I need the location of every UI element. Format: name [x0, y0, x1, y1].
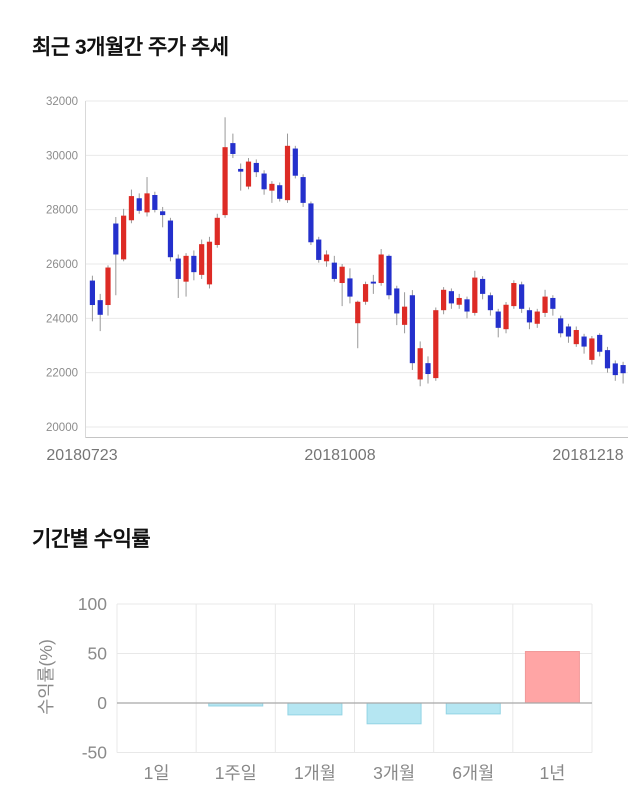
- price-y-tick-label: 20000: [46, 422, 78, 434]
- candle-down: [370, 281, 376, 284]
- candle-down: [480, 278, 486, 294]
- candle-down: [448, 291, 455, 304]
- returns-y-tick-label: 100: [78, 594, 107, 614]
- candle-up: [269, 183, 275, 191]
- returns-category-label: 1일: [144, 763, 170, 783]
- candle-up: [503, 304, 509, 330]
- candle-up: [362, 284, 369, 302]
- candle-down: [113, 223, 119, 255]
- candle-down: [167, 220, 174, 258]
- candle-down: [620, 365, 626, 374]
- candle-down: [526, 310, 533, 323]
- candle-down: [160, 211, 166, 216]
- returns-category-label: 1개월: [294, 763, 336, 783]
- candle-up: [222, 147, 228, 216]
- candle-down: [487, 295, 494, 311]
- candle-down: [347, 278, 353, 297]
- returns-category-label: 1주일: [215, 763, 257, 783]
- candle-up: [589, 338, 595, 360]
- returns-y-axis-label: 수익률(%): [36, 639, 56, 715]
- candle-up: [534, 311, 540, 324]
- candle-down: [191, 255, 197, 273]
- candle-down: [581, 336, 587, 347]
- return-bar-1개월: [287, 702, 343, 716]
- candle-down: [175, 258, 181, 279]
- candle-down: [316, 239, 322, 260]
- returns-y-tick-label: 0: [97, 693, 107, 713]
- candle-up: [433, 310, 439, 379]
- returns-bar-chart: 100 50 0 -50 수익률(%) 1일 1주일 1개월 3개월 6개월 1년: [36, 594, 593, 783]
- return-bar-3개월: [366, 702, 422, 725]
- candle-up: [339, 266, 345, 284]
- candle-down: [89, 280, 96, 306]
- candle-down: [597, 334, 603, 352]
- candle-down: [292, 148, 298, 176]
- candle-up: [542, 296, 548, 313]
- candle-down: [558, 318, 564, 334]
- candle-up: [121, 215, 127, 260]
- candle-up: [105, 267, 111, 306]
- candle-down: [425, 363, 431, 375]
- candle-up: [401, 306, 408, 325]
- candle-up: [456, 297, 462, 305]
- price-y-tick-label: 22000: [46, 368, 78, 380]
- candle-up: [128, 196, 135, 221]
- candle-down: [152, 194, 158, 210]
- candle-up: [245, 161, 252, 187]
- candle-down: [495, 311, 501, 328]
- price-x-tick-label: 20181218: [552, 447, 623, 464]
- candle-down: [394, 288, 400, 314]
- candle-down: [331, 262, 337, 279]
- price-x-tick-label: 20181008: [304, 447, 375, 464]
- returns-category-label: 6개월: [452, 763, 494, 783]
- candle-up: [378, 254, 384, 284]
- candle-down: [308, 203, 314, 243]
- candle-down: [300, 177, 306, 203]
- candle-down: [612, 363, 618, 376]
- candle-down: [519, 284, 525, 309]
- candle-down: [550, 297, 556, 309]
- price-y-tick-label: 26000: [46, 259, 78, 271]
- candle-down: [230, 143, 236, 154]
- candle-down: [253, 162, 259, 173]
- candle-up: [472, 277, 478, 313]
- candle-down: [277, 185, 283, 199]
- return-bar-6개월: [445, 702, 501, 715]
- candle-up: [284, 145, 291, 201]
- candle-up: [214, 217, 220, 245]
- price-y-tick-label: 32000: [46, 96, 78, 108]
- candle-up: [206, 241, 213, 285]
- candle-down: [565, 326, 572, 337]
- candle-up: [323, 254, 330, 262]
- price-y-tick-label: 24000: [46, 313, 78, 325]
- candle-up: [573, 330, 579, 345]
- returns-y-tick-label: 50: [88, 644, 108, 664]
- candle-up: [355, 301, 361, 324]
- returns-category-label: 1년: [539, 763, 565, 783]
- price-chart-title: 최근 3개월간 주가 추세: [32, 36, 229, 59]
- candle-up: [199, 244, 205, 275]
- price-x-tick-label: 20180723: [46, 447, 117, 464]
- returns-chart-title: 기간별 수익률: [32, 528, 151, 551]
- returns-category-label: 3개월: [373, 763, 415, 783]
- candle-down: [386, 255, 392, 296]
- price-candlestick-chart: 32000 30000 28000 26000 24000 22000 20000 20180…: [46, 96, 628, 464]
- candle-up: [183, 255, 189, 282]
- candle-down: [261, 173, 267, 190]
- candle-up: [511, 283, 517, 307]
- candle-down: [464, 299, 470, 312]
- returns-y-tick-label: -50: [82, 743, 108, 763]
- candle-up: [417, 348, 423, 380]
- price-y-tick-label: 30000: [46, 150, 78, 162]
- candle-down: [136, 198, 142, 211]
- candle-down: [97, 300, 103, 315]
- return-bar-1년: [524, 651, 580, 704]
- candle-up: [144, 193, 150, 213]
- candle-down: [409, 295, 415, 364]
- price-y-tick-label: 28000: [46, 205, 78, 217]
- candle-down: [604, 350, 611, 369]
- candle-up: [440, 289, 447, 311]
- candle-down: [238, 168, 244, 172]
